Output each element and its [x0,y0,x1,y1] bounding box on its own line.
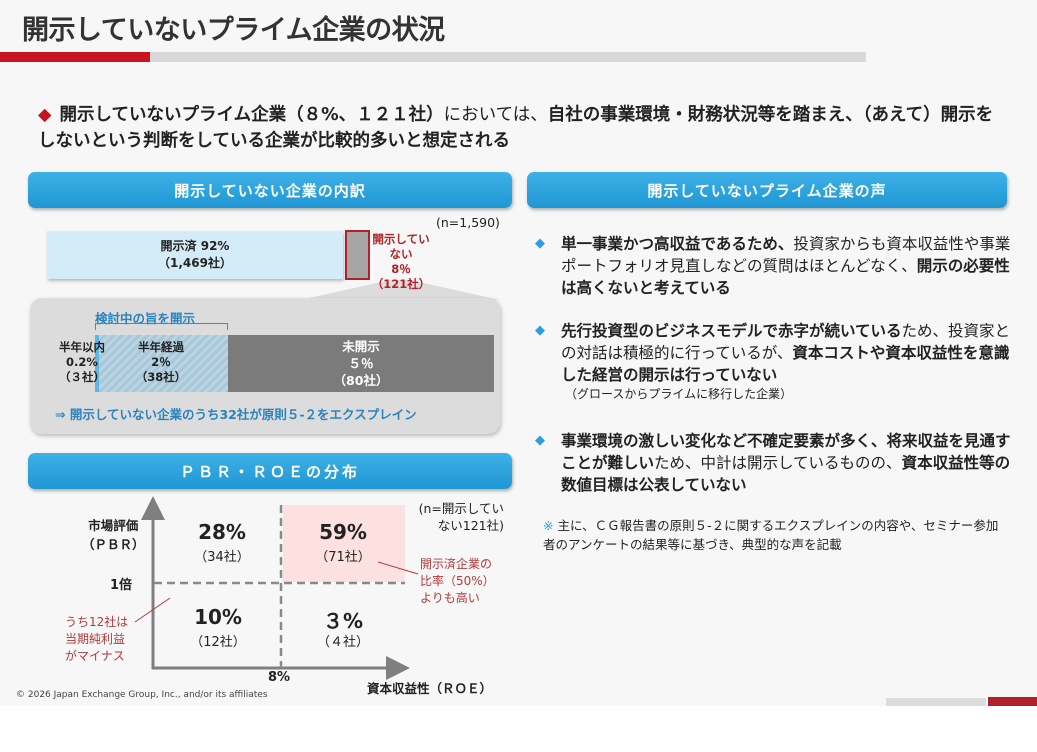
bracket-label: 検討中の旨を開示 [95,311,196,326]
breakdown-header: 開示していない企業の内訳 [28,172,512,208]
seg0-pct: 0.2% [66,355,98,369]
page-number-tab [988,697,1037,706]
headline-bold-1: 開示していないプライム企業（８%、１２１社） [59,105,444,125]
note-net-loss: うち12社は 当期純利益 がマイナス [65,615,129,663]
voice2-normal: ため、投資家との対話は積極的に行っているが、 [561,322,1011,362]
bracket [95,323,228,330]
segment-undisclosed: 未開示 ５％ （80社） [228,335,494,392]
voice3-normal: ため、中計は開示しているものの、 [654,454,902,472]
disclosed-label: 開示済 92% [160,239,230,253]
voice2-bold1: 先行投資型のビジネスモデルで赤字が続いている [561,322,902,340]
seg2-pct: ５％ [348,356,374,371]
quadrant-tr-pct: 59% [319,520,367,544]
x-axis-label: 資本収益性（ＲＯＥ） [367,681,493,696]
leader-line-left [134,597,171,623]
source-note: ※ 主に、ＣＧ報告書の原則５-２に関するエクスプレインの内容や、セミナー参加者の… [543,516,1003,554]
voice-item-1: ◆ 単一事業かつ高収益であるため、投資家からも資本収益性や事業ポートフォリオ見直し… [535,233,1015,299]
disclosed-count: （1,469社） [158,256,232,270]
note-text: 主に、ＣＧ報告書の原則５-２に関するエクスプレインの内容や、セミナー参加者のアン… [543,518,999,552]
seg0-count: （３社） [59,370,105,384]
footer-bar [886,698,986,706]
voices-header: 開示していないプライム企業の声 [527,172,1007,208]
page-title: 開示していないプライム企業の状況 [22,15,445,46]
leader-line-right [377,561,419,575]
diamond-icon: ◆ [535,433,545,448]
quadrant-axes [134,496,419,680]
disclosed-bar: 開示済 92% （1,469社） [47,231,343,279]
not-disclosed-label: 開示していない 8％ （121社） [370,232,432,292]
segment-considering [95,335,228,392]
seg2-label: 未開示 [342,339,380,354]
note-higher-than-disclosed: 開示済企業の 比率（50%） よりも高い [420,557,495,605]
diamond-icon: ◆ [38,105,52,125]
voice3-bold1: 事業環境の激しい変化など不確定要素が多く、将来収益を見通すことが難しい [561,432,1011,472]
not-disclosed-pct: 8％ [391,262,411,276]
voice1-bold1: 単一事業かつ高収益であるため、 [561,235,794,253]
headline-bold-2: 自社の事業環境・財務状況等を踏まえ、（あえて）開示をしないという判断をしている企… [38,105,994,151]
quadrant-tl-count: （34社） [194,550,250,565]
slide: 開示していないプライム企業の状況 ◆ 開示していないプライム企業（８%、１２１社）… [0,15,1037,706]
quadrant-bl-pct: 10% [194,605,242,629]
voice-item-3: ◆ 事業環境の激しい変化など不確定要素が多く、将来収益を見通すことが難しいため、中… [535,430,1015,496]
quadrant-br-pct: ３% [322,609,364,633]
title-accent-bar [0,52,160,62]
highlight-quadrant [283,505,405,582]
voice-item-2: ◆ 先行投資型のビジネスモデルで赤字が続いているため、投資家との対話は積極的に行っ… [535,320,1015,403]
y-axis-label: 市場評価 （ＰＢＲ） [82,518,145,552]
segment-label-0: 半年以内 0.2% （３社） [52,340,112,385]
sample-size: (n=1,590) [436,215,500,230]
diamond-icon: ◆ [535,236,545,251]
voice2-sub: （グロースからプライムに移行した企業） [565,387,793,401]
segment-within-half-year [95,335,99,392]
title-underline [150,52,866,62]
diamond-icon: ◆ [535,323,545,338]
x-threshold: 8% [268,670,291,685]
voice1-bold2: 開示の必要性は高くないと考えている [561,257,1010,297]
note-mark: ※ [543,518,554,533]
seg1-label: 半年経過 [138,340,184,354]
explain-note: ⇒ 開示していない企業のうち32社が原則５-２をエクスプレイン [55,407,417,422]
voice1-normal: 投資家からも資本収益性や事業ポートフォリオ見直しなどの質問はほとんどなく、 [561,235,1011,275]
seg1-pct: 2％ [151,355,171,369]
pbr-sample-size: (n=開示してい ない121社) [418,501,504,533]
y-threshold: 1倍 [110,578,133,593]
not-disclosed-count: （121社） [371,277,431,291]
pbr-roe-header: ＰＢＲ・ＲＯＥの分布 [28,453,512,489]
segment-label-1: 半年経過 2％ （38社） [130,340,192,385]
quadrant-tr-count: （71社） [315,550,371,565]
copyright: © 2026 Japan Exchange Group, Inc., and/o… [16,690,268,700]
not-disclosed-bar [345,230,370,280]
headline-normal: においては、 [443,105,548,125]
quadrant-tl-pct: 28% [198,520,246,544]
voice2-bold2: 資本コストや資本収益性を意識した経営の開示は行っていない [561,344,1010,384]
seg2-count: （80社） [333,373,389,388]
seg1-count: （38社） [135,370,187,384]
seg0-label: 半年以内 [59,340,105,354]
not-disclosed-text: 開示していない [372,232,430,261]
quadrant-br-count: （４社） [316,635,369,650]
headline: ◆ 開示していないプライム企業（８%、１２１社）においては、自社の事業環境・財務状… [38,102,998,154]
quadrant-bl-count: （12社） [190,635,246,650]
voice3-bold2: 資本収益性等の数値目標は公表していない [561,454,1011,494]
